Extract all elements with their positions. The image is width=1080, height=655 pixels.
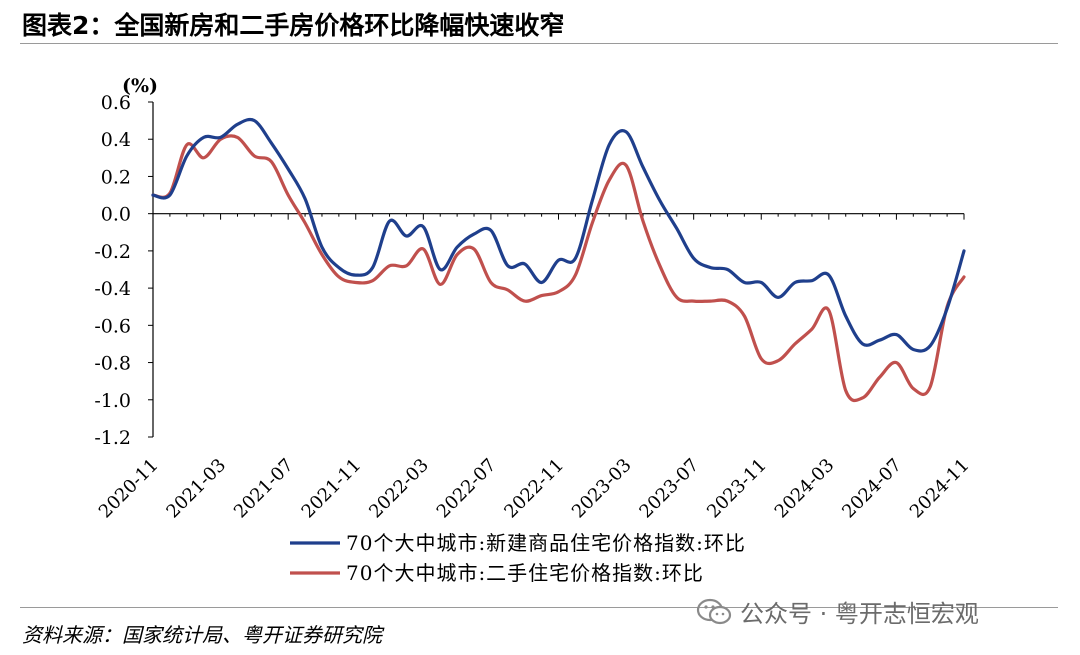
watermark-text: 公众号 · 粤开志恒宏观	[740, 600, 979, 628]
x-tick-label: 2021-03	[162, 455, 230, 523]
y-tick-label: -0.8	[94, 353, 131, 375]
chart-series	[151, 117, 966, 403]
y-tick-label: 0.4	[101, 129, 131, 151]
x-tick-label: 2024-07	[838, 455, 906, 523]
y-tick-label: -1.2	[94, 427, 131, 449]
source-note: 资料来源：国家统计局、粤开证券研究院	[22, 623, 382, 647]
y-tick-label: 0.2	[101, 166, 131, 188]
y-tick-label: -1.0	[94, 390, 131, 412]
footer-divider	[20, 607, 1058, 608]
watermark: 公众号 · 粤开志恒宏观	[696, 594, 979, 629]
y-tick-label: 0.6	[101, 92, 131, 114]
x-tick-label: 2024-03	[771, 455, 839, 523]
x-tick-label: 2022-07	[433, 455, 501, 523]
x-tick-label: 2023-03	[568, 455, 636, 523]
wechat-icon	[696, 598, 732, 624]
x-tick-label: 2024-11	[906, 455, 974, 523]
x-tick-label: 2023-07	[635, 455, 703, 523]
legend-label: 70个大中城市:二手住宅价格指数:环比	[346, 561, 704, 585]
x-tick-label: 2020-11	[95, 455, 163, 523]
x-tick-label: 2021-07	[230, 455, 298, 523]
y-unit-label: (%)	[122, 75, 158, 97]
chart-legend: 70个大中城市:新建商品住宅价格指数:环比 70个大中城市:二手住宅价格指数:环比	[290, 531, 746, 585]
x-tick-label: 2022-03	[365, 455, 433, 523]
series-line-new-homes	[151, 117, 966, 353]
x-tick-label: 2022-11	[500, 455, 568, 523]
series-line-second-hand-homes	[151, 134, 966, 403]
line-chart: 0.6 0.4 0.2 0.0 -0.2 -0.4 -0.6 -0.8 -1.0 -1.2 (%) 2…	[94, 75, 974, 585]
y-tick-label: -0.4	[94, 278, 131, 300]
legend-label: 70个大中城市:新建商品住宅价格指数:环比	[346, 531, 746, 555]
x-tick-label: 2021-11	[298, 455, 366, 523]
y-tick-label: -0.6	[94, 315, 131, 337]
title-divider	[20, 43, 1058, 44]
y-tick-label: 0.0	[101, 204, 131, 226]
page-title: 图表2：全国新房和二手房价格环比降幅快速收窄	[22, 11, 565, 40]
y-tick-label: -0.2	[94, 241, 131, 263]
x-tick-label: 2023-11	[703, 455, 771, 523]
